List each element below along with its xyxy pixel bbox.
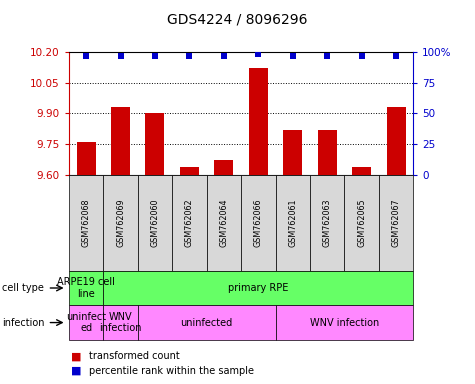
- Text: GSM762065: GSM762065: [357, 199, 366, 247]
- Bar: [180, 167, 199, 175]
- Bar: [352, 167, 371, 175]
- Text: percentile rank within the sample: percentile rank within the sample: [89, 366, 254, 376]
- Text: infection: infection: [2, 318, 45, 328]
- Text: ■: ■: [71, 351, 82, 361]
- Text: GSM762062: GSM762062: [185, 199, 194, 247]
- Text: transformed count: transformed count: [89, 351, 180, 361]
- Text: uninfected: uninfected: [180, 318, 233, 328]
- Text: GSM762069: GSM762069: [116, 199, 125, 247]
- Text: GSM762067: GSM762067: [391, 199, 400, 247]
- Text: WNV
infection: WNV infection: [99, 312, 142, 333]
- Bar: [283, 130, 302, 175]
- Text: cell type: cell type: [2, 283, 44, 293]
- Point: [392, 53, 400, 59]
- Text: uninfect
ed: uninfect ed: [66, 312, 106, 333]
- Point: [323, 53, 331, 59]
- Point: [82, 53, 90, 59]
- Bar: [76, 142, 95, 175]
- Text: WNV infection: WNV infection: [310, 318, 379, 328]
- Text: ARPE19 cell
line: ARPE19 cell line: [57, 277, 115, 299]
- Text: GSM762063: GSM762063: [323, 199, 332, 247]
- Bar: [214, 161, 233, 175]
- Point: [358, 53, 365, 59]
- Point: [255, 51, 262, 57]
- Text: GSM762061: GSM762061: [288, 199, 297, 247]
- Bar: [249, 68, 268, 175]
- Point: [151, 53, 159, 59]
- Text: primary RPE: primary RPE: [228, 283, 288, 293]
- Point: [289, 53, 296, 59]
- Text: GSM762066: GSM762066: [254, 199, 263, 247]
- Text: GSM762068: GSM762068: [82, 199, 91, 247]
- Point: [220, 53, 228, 59]
- Bar: [318, 130, 337, 175]
- Point: [186, 53, 193, 59]
- Bar: [387, 107, 406, 175]
- Bar: [111, 107, 130, 175]
- Text: GDS4224 / 8096296: GDS4224 / 8096296: [167, 13, 308, 27]
- Text: GSM762060: GSM762060: [151, 199, 160, 247]
- Text: GSM762064: GSM762064: [219, 199, 228, 247]
- Point: [117, 53, 124, 59]
- Text: ■: ■: [71, 366, 82, 376]
- Bar: [145, 113, 164, 175]
